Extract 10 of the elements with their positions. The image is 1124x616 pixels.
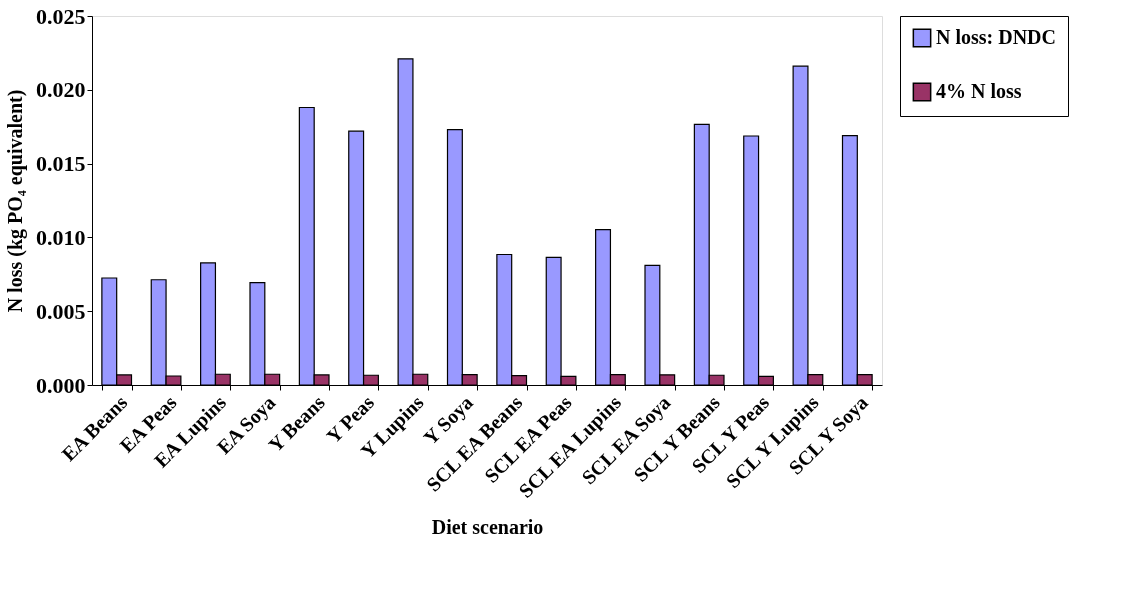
y-tick-label: 0.015 <box>36 151 86 177</box>
y-tick-label: 0.005 <box>36 298 86 324</box>
legend-label: 4% N loss <box>936 80 1022 102</box>
y-axis-title: N loss (kg PO₄ equivalent) <box>4 89 27 313</box>
legend-label: N loss: DNDC <box>936 26 1056 48</box>
y-tick-label: 0.000 <box>36 372 86 398</box>
y-tick-label: 0.025 <box>36 3 86 29</box>
y-tick-label: 0.010 <box>36 224 86 250</box>
x-axis-title: Diet scenario <box>431 516 544 539</box>
y-tick-label: 0.020 <box>36 77 86 103</box>
